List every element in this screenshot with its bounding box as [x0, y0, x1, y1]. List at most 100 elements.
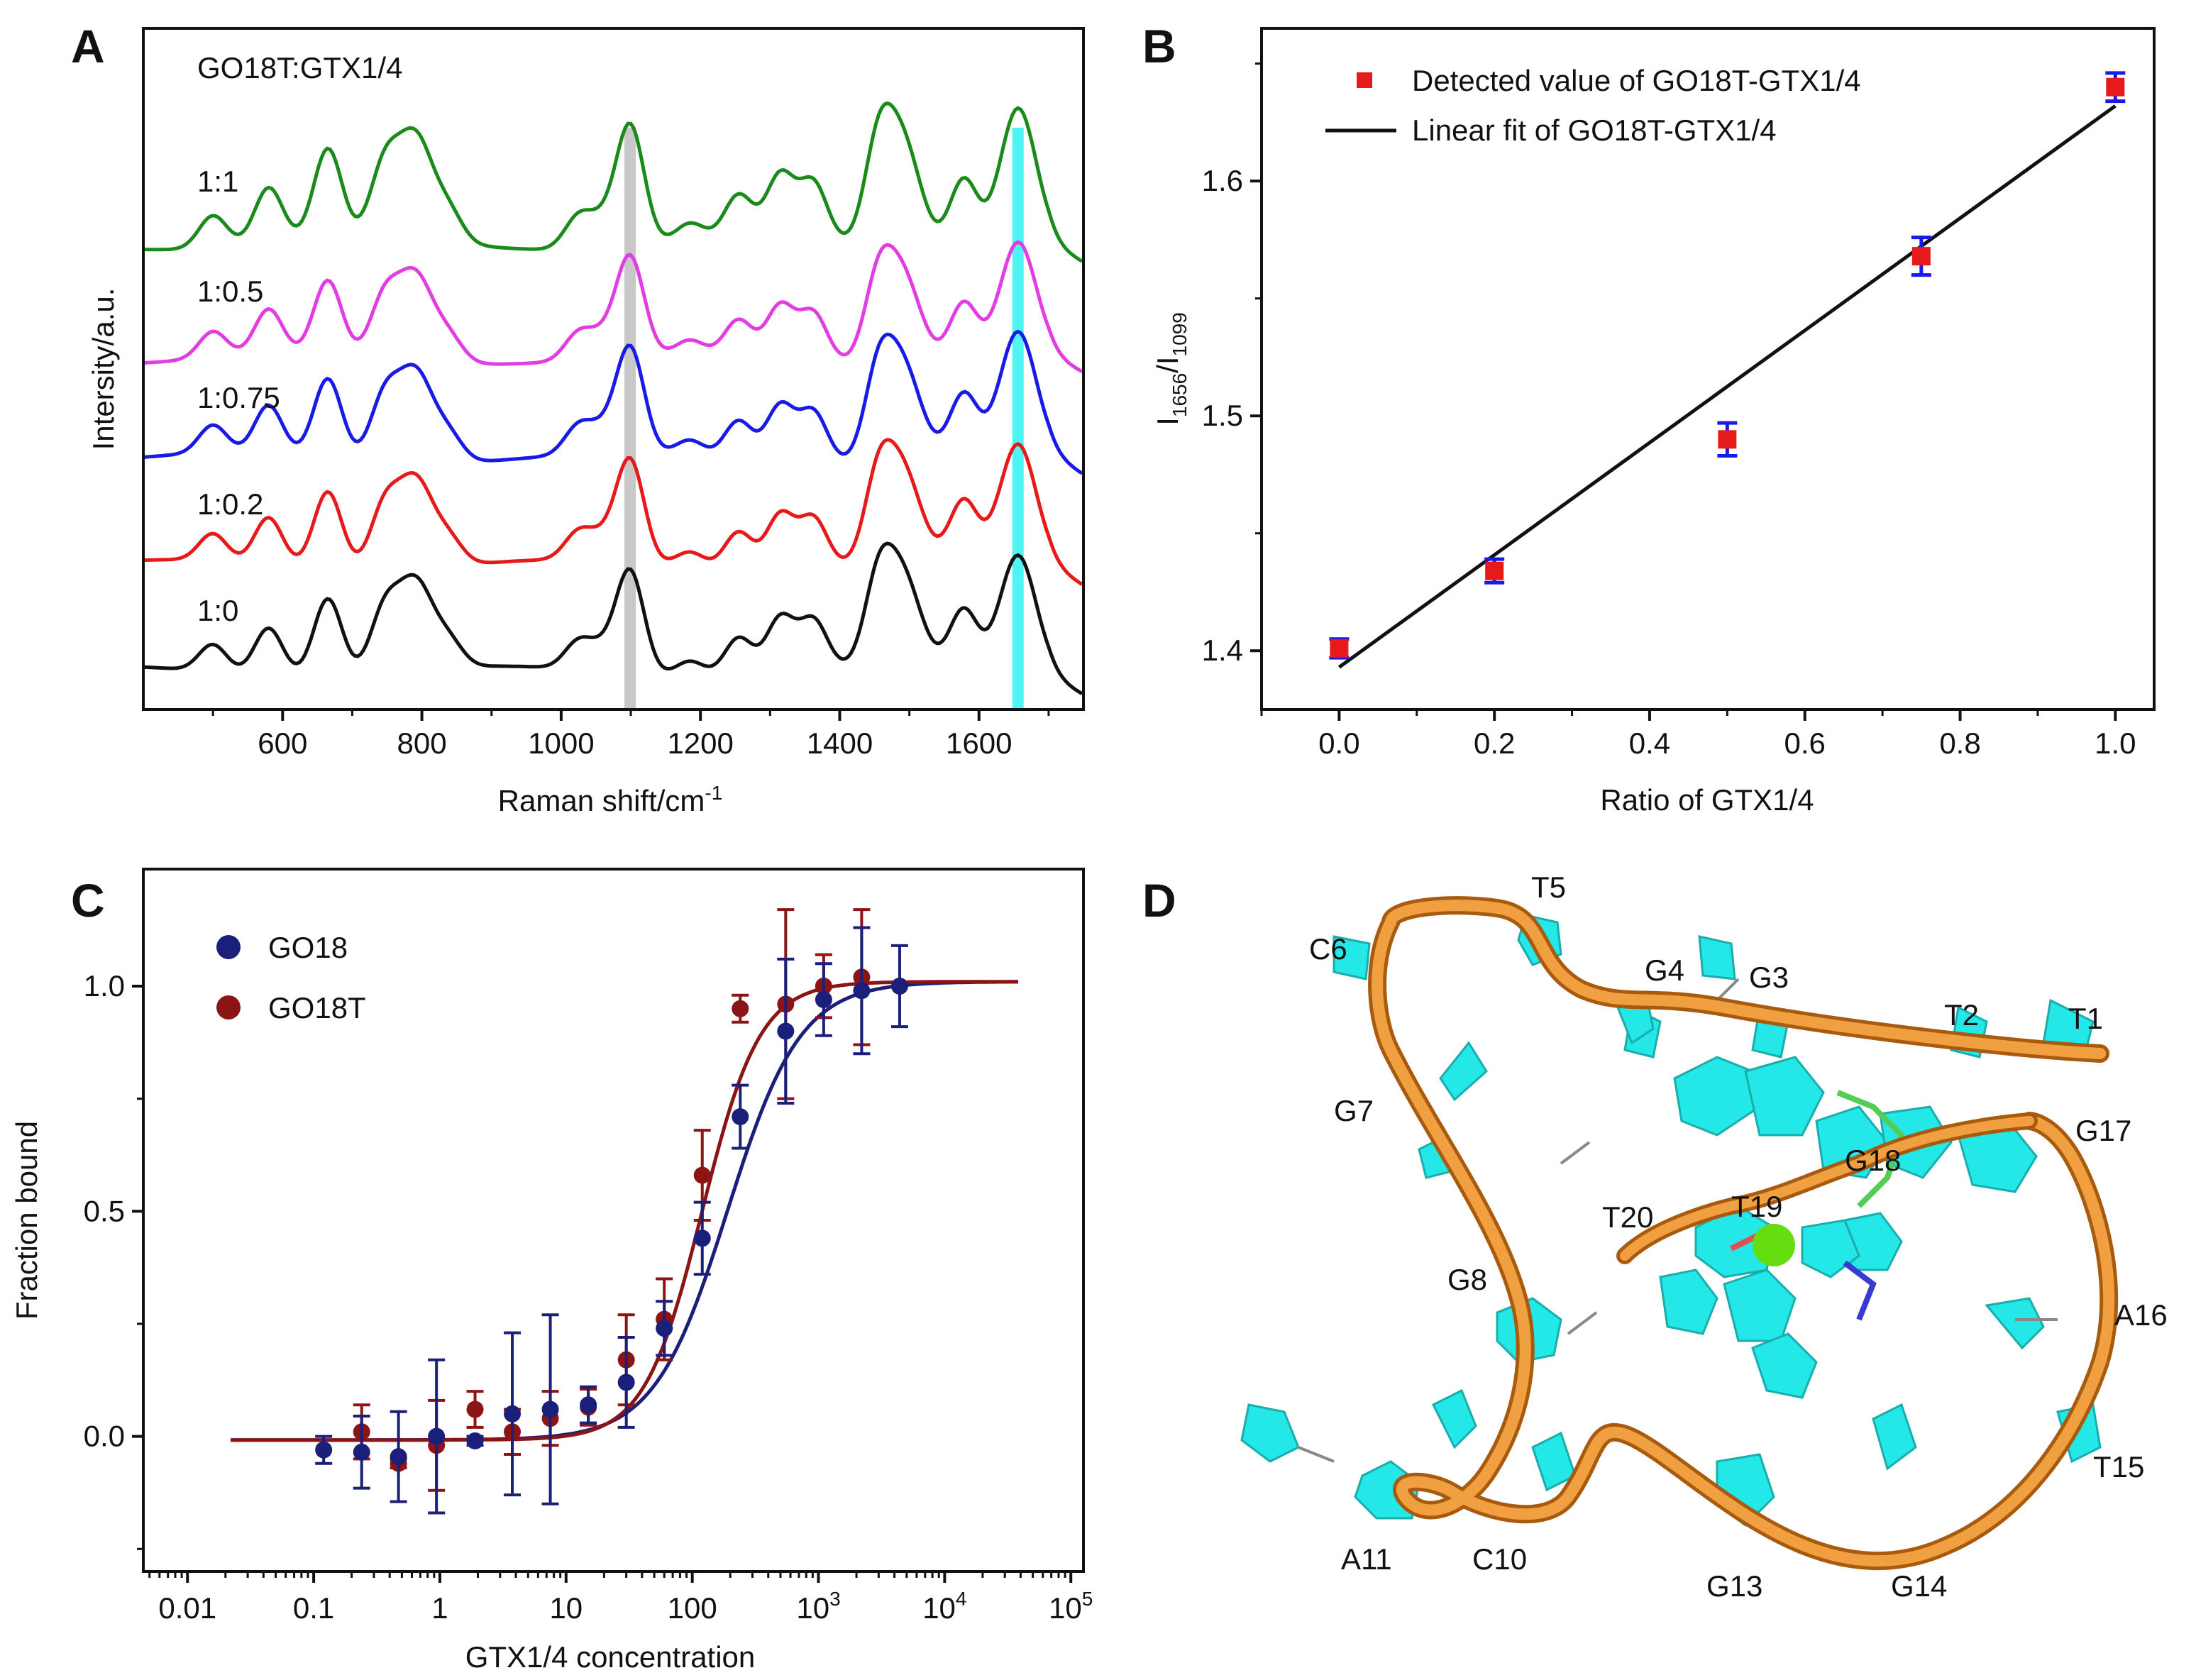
data-point: [2106, 77, 2125, 96]
panel-c-ylabel: Fraction bound: [10, 1121, 43, 1320]
x-tick-exponent: 4: [956, 1588, 967, 1610]
data-point: [890, 978, 908, 995]
data-point: [466, 1432, 484, 1449]
x-tick-base: 0.1: [293, 1591, 334, 1625]
data-point: [466, 1400, 484, 1418]
x-tick-label: 1600: [946, 726, 1012, 760]
panel-a-label: A: [71, 20, 105, 72]
highlight-band: [624, 128, 636, 709]
x-tick-base: 1: [431, 1591, 448, 1625]
base-ring: [1673, 1056, 1761, 1137]
residue-label: T20: [1602, 1200, 1653, 1234]
x-tick-base: 10: [922, 1591, 956, 1625]
residue-label: T5: [1531, 871, 1566, 904]
metal-ion: [1753, 1224, 1795, 1266]
series-label: 1:0.75: [197, 381, 280, 414]
residue-label: T1: [2068, 1002, 2103, 1035]
base-ring: [1698, 935, 1736, 980]
residue-label: T15: [2093, 1450, 2144, 1483]
panel-b-legend: Detected value of GO18T-GTX1/4 Linear fi…: [1325, 64, 1861, 147]
residue-label: G7: [1334, 1094, 1374, 1127]
x-tick-label: 1400: [807, 726, 873, 760]
spectrum-1:0: [143, 541, 1083, 695]
residue-label: G18: [1845, 1144, 1901, 1177]
data-point: [428, 1427, 446, 1445]
residue-label: T19: [1731, 1190, 1782, 1223]
panel-d: D: [1142, 871, 2168, 1603]
residue-label: G8: [1447, 1263, 1487, 1296]
residue-label: G3: [1749, 961, 1789, 994]
residue-labels: T1 T2 G3 G4 T5 C6 G7 G8 C10 A11 G13 G14 …: [1309, 871, 2168, 1603]
panel-b-points: [1329, 71, 2126, 660]
panel-a-series-labels: 1:1 1:0.5 1:0.75 1:0.2 1:0: [197, 165, 280, 627]
ligand-bond: [1843, 1260, 1877, 1321]
base-ring: [1240, 1403, 1300, 1463]
x-tick-label: 100: [668, 1591, 717, 1625]
data-point: [1485, 561, 1504, 580]
x-tick-label: 0.1: [293, 1591, 334, 1625]
spectrum-1:0.2: [143, 438, 1083, 586]
data-point: [390, 1448, 407, 1466]
x-tick-base: 10: [549, 1591, 583, 1625]
data-point: [693, 1229, 711, 1247]
residue-label: C6: [1309, 932, 1347, 966]
x-tick-label: 0.4: [1629, 726, 1670, 760]
y-tick-label: 1.4: [1202, 634, 1243, 667]
x-tick-label: 800: [397, 726, 447, 760]
highlight-band: [1012, 128, 1024, 709]
backbone-inner: [1620, 1116, 2034, 1261]
sugar-connectors: [1298, 978, 2058, 1463]
base-ring: [1751, 1332, 1818, 1399]
x-tick-base: 10: [1049, 1591, 1082, 1625]
panel-a: A GO18T:GTX1/4 1:1 1:0.5 1:0.75 1:0.2 1:0 60…: [71, 20, 1085, 817]
base-ring: [1723, 1269, 1797, 1342]
x-tick-label: 1.0: [2095, 726, 2136, 760]
series-label: 1:0.2: [197, 487, 263, 521]
data-point: [853, 982, 871, 1000]
legend-marker-go18t: [216, 995, 241, 1019]
panel-a-ylabel: Intersity/a.u.: [87, 288, 120, 451]
connector: [1560, 1141, 1591, 1165]
data-point: [815, 991, 832, 1009]
base-ring: [1431, 1388, 1477, 1449]
series-label: 1:0: [197, 594, 238, 627]
data-point: [541, 1400, 559, 1418]
panel-b-label: B: [1142, 20, 1176, 72]
panel-a-xlabel: Raman shift/cm-1: [498, 782, 723, 817]
y-tick-label: 1.6: [1202, 164, 1243, 197]
data-point: [732, 1000, 749, 1017]
legend-label-fit: Linear fit of GO18T-GTX1/4: [1412, 114, 1777, 147]
x-tick-label: 104: [922, 1588, 966, 1625]
panel-b-xlabel: Ratio of GTX1/4: [1600, 783, 1814, 817]
legend-label-detected: Detected value of GO18T-GTX1/4: [1412, 64, 1861, 97]
data-point: [353, 1443, 370, 1461]
x-tick-label: 0.01: [158, 1591, 216, 1625]
ligand-bond: [1836, 1090, 1905, 1208]
data-point: [693, 1166, 711, 1184]
panel-c-points: [315, 908, 908, 1515]
residue-label: G17: [2075, 1114, 2131, 1147]
panel-a-spectra: [143, 101, 1083, 695]
connector: [1298, 1446, 1335, 1463]
connector: [1567, 1311, 1598, 1335]
legend-label-go18: GO18: [268, 931, 348, 964]
x-tick-label: 1000: [528, 726, 594, 760]
x-tick-exponent: 3: [829, 1588, 841, 1610]
panel-a-highlight-bands: [624, 128, 1024, 709]
fit-line: [1337, 104, 2117, 669]
panel-b-frame: [1260, 27, 2156, 711]
series-label: 1:0.5: [197, 275, 263, 308]
data-point: [504, 1405, 522, 1422]
panel-c-frame: [142, 868, 1085, 1573]
series-label: 1:1: [197, 165, 238, 198]
x-tick-label: 0.0: [1318, 726, 1359, 760]
backbone-ribbon: [1368, 896, 2119, 1570]
panel-d-label: D: [1142, 874, 1176, 927]
residue-label: G13: [1706, 1569, 1762, 1603]
x-tick-base: 100: [668, 1591, 717, 1625]
x-tick-label: 105: [1049, 1588, 1093, 1625]
x-tick-label: 1200: [667, 726, 733, 760]
